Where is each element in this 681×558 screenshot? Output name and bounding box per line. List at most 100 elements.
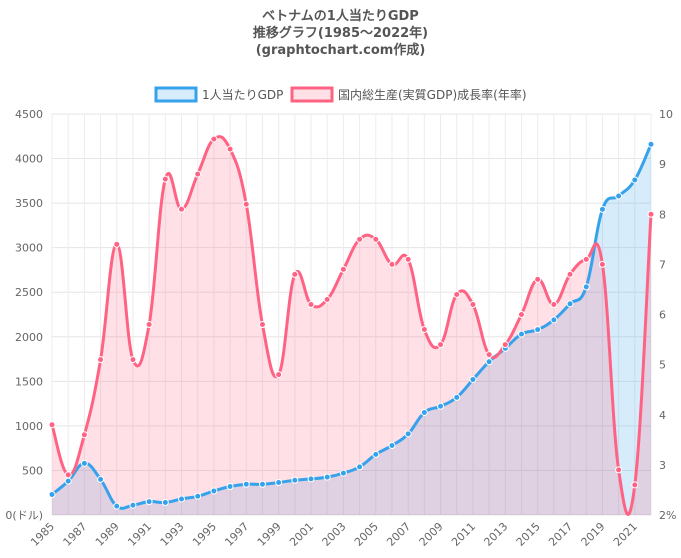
data-point-series-0 bbox=[356, 463, 364, 471]
x-axis: 1985 1987 1989 1991 1993 1995 1997 1999 2001 2003… bbox=[28, 520, 640, 549]
data-point-series-1 bbox=[339, 265, 347, 273]
legend-label-gdp-growth[interactable]: 国内総生産(実質GDP)成長率(年率) bbox=[338, 87, 527, 102]
data-point-series-1 bbox=[356, 235, 364, 243]
series-area-0 bbox=[52, 144, 651, 515]
data-point-series-1 bbox=[194, 170, 202, 178]
data-point-series-0 bbox=[615, 192, 623, 200]
chart-title-line-2: 推移グラフ(1985〜2022年) bbox=[252, 26, 429, 41]
data-point-series-0 bbox=[647, 140, 655, 148]
data-point-series-1 bbox=[48, 421, 56, 429]
data-point-series-0 bbox=[469, 376, 477, 384]
data-point-series-0 bbox=[291, 476, 299, 484]
y-axis-left: 4500 4000 3500 3000 2500 2000 1500 1000 500 0(ドル) bbox=[5, 108, 43, 522]
data-point-series-1 bbox=[534, 275, 542, 283]
data-point-series-1 bbox=[517, 311, 525, 318]
y-right-tick-label: 6 bbox=[659, 309, 666, 322]
legend-swatch-gdp-per-capita[interactable] bbox=[154, 86, 198, 103]
data-point-series-0 bbox=[113, 502, 121, 510]
series-area-1 bbox=[52, 136, 651, 516]
y-left-tick-label: 4000 bbox=[15, 153, 43, 166]
x-tick-label: 2019 bbox=[579, 520, 608, 549]
data-point-series-1 bbox=[598, 260, 606, 268]
data-point-series-0 bbox=[129, 501, 137, 509]
data-point-series-1 bbox=[275, 371, 283, 379]
y-left-tick-label: 500 bbox=[22, 464, 43, 477]
y-axis-right: 10 9 8 7 6 5 4 3 2% bbox=[659, 108, 676, 522]
data-point-series-1 bbox=[501, 341, 509, 349]
data-point-series-0 bbox=[64, 477, 72, 485]
y-right-tick-label: 9 bbox=[659, 158, 666, 171]
data-point-series-0 bbox=[404, 430, 412, 438]
data-point-series-1 bbox=[485, 351, 493, 359]
data-point-series-1 bbox=[469, 300, 477, 308]
data-point-series-1 bbox=[420, 326, 428, 334]
x-tick-label: 2015 bbox=[514, 520, 543, 549]
y-right-tick-label: 5 bbox=[659, 359, 666, 372]
data-point-series-0 bbox=[323, 473, 331, 481]
data-point-series-0 bbox=[372, 450, 380, 458]
data-point-series-1 bbox=[404, 255, 412, 263]
data-point-series-1 bbox=[97, 356, 105, 364]
data-point-series-1 bbox=[226, 145, 234, 153]
data-point-series-0 bbox=[388, 441, 396, 449]
chart-title-line-1: ベトナムの1人当たりGDP bbox=[262, 9, 419, 24]
data-point-series-1 bbox=[161, 175, 169, 183]
x-tick-label: 1991 bbox=[125, 520, 154, 549]
data-point-series-1 bbox=[615, 466, 623, 474]
data-point-series-1 bbox=[64, 471, 72, 479]
data-point-series-1 bbox=[242, 200, 250, 208]
data-point-series-0 bbox=[517, 330, 525, 338]
data-point-series-0 bbox=[307, 475, 315, 483]
data-point-series-0 bbox=[582, 283, 590, 291]
data-point-series-1 bbox=[80, 431, 88, 439]
data-point-series-0 bbox=[534, 326, 542, 334]
data-point-series-0 bbox=[453, 393, 461, 401]
x-tick-label: 1993 bbox=[158, 520, 187, 549]
data-point-series-0 bbox=[210, 487, 218, 495]
y-left-tick-label: 0(ドル) bbox=[5, 509, 43, 522]
x-tick-label: 2007 bbox=[384, 520, 413, 549]
data-point-series-1 bbox=[647, 210, 655, 218]
data-point-series-1 bbox=[113, 240, 121, 248]
x-tick-label: 2017 bbox=[546, 520, 575, 549]
y-right-tick-label: 10 bbox=[659, 108, 673, 121]
chart-title-line-3: (graphtochart.com作成) bbox=[255, 43, 426, 58]
y-right-tick-label: 7 bbox=[659, 258, 666, 271]
data-point-series-1 bbox=[388, 260, 396, 268]
y-right-tick-label: 2% bbox=[659, 509, 676, 522]
data-point-series-0 bbox=[97, 475, 105, 483]
data-point-series-1 bbox=[582, 255, 590, 263]
data-point-series-0 bbox=[339, 469, 347, 477]
data-point-series-1 bbox=[372, 235, 380, 243]
data-point-series-0 bbox=[145, 498, 153, 506]
y-left-tick-label: 1000 bbox=[15, 420, 43, 433]
data-point-series-0 bbox=[550, 316, 558, 324]
y-left-tick-label: 4500 bbox=[15, 108, 43, 121]
data-point-series-1 bbox=[258, 321, 266, 329]
data-point-series-1 bbox=[323, 295, 331, 303]
y-left-tick-label: 1500 bbox=[15, 375, 43, 388]
x-tick-label: 2013 bbox=[481, 520, 510, 549]
x-tick-label: 1995 bbox=[190, 520, 219, 549]
y-left-tick-label: 2000 bbox=[15, 331, 43, 344]
data-point-series-0 bbox=[420, 409, 428, 417]
data-point-series-0 bbox=[178, 495, 186, 503]
y-right-tick-label: 4 bbox=[659, 409, 666, 422]
y-left-tick-label: 3000 bbox=[15, 242, 43, 255]
data-point-series-1 bbox=[307, 300, 315, 308]
data-point-series-0 bbox=[437, 402, 445, 410]
data-point-series-1 bbox=[550, 300, 558, 308]
data-point-series-1 bbox=[631, 481, 639, 489]
y-right-tick-label: 3 bbox=[659, 459, 666, 472]
y-left-tick-label: 2500 bbox=[15, 286, 43, 299]
data-point-series-1 bbox=[291, 270, 299, 278]
x-tick-label: 2003 bbox=[320, 520, 349, 549]
series-points bbox=[48, 135, 655, 510]
data-point-series-0 bbox=[566, 300, 574, 308]
data-point-series-0 bbox=[48, 491, 56, 499]
legend-label-gdp-per-capita[interactable]: 1人当たりGDP bbox=[202, 88, 283, 102]
legend-swatch-gdp-growth[interactable] bbox=[290, 86, 334, 103]
data-point-series-0 bbox=[80, 459, 88, 467]
data-point-series-0 bbox=[194, 492, 202, 500]
